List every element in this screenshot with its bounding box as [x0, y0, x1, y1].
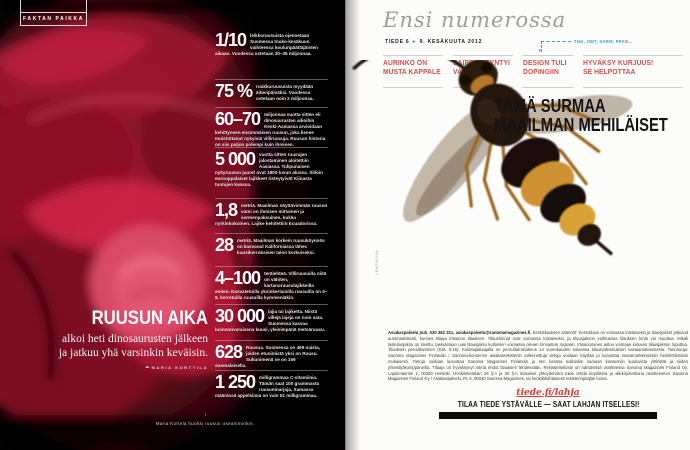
teaser-item: DESIGN TULI DOPINGIIN [523, 55, 573, 88]
headline-line2: MAAILMAN MEHILÄISET [494, 114, 668, 135]
hornet-photo [352, 60, 633, 256]
stat-divider [215, 107, 328, 108]
stat-number: 4–100 [215, 268, 261, 288]
stat-divider [215, 304, 328, 305]
stat-number: 1 250 [215, 372, 256, 392]
rose-photo [0, 0, 345, 450]
teaser-item: AURINKO ON MUSTA KAPPALE [383, 55, 443, 88]
stat-number: 28 [215, 235, 234, 255]
fine-print-lead: Asiakaspalvelu puh. 030 362 321, asiakas… [388, 330, 532, 335]
feature-title-block: RUUSUN AIKA alkoi heti dinosaurusten jäl… [40, 308, 208, 371]
stat-item: 5 000 vuotta sitten ruusujen jalostamine… [215, 147, 328, 188]
stat-desc: lajia tai lajiketta. Niistä villejä laje… [215, 309, 326, 333]
left-page: FAKTAN PAIKKA 1/10 leikkoruusuista ojenn… [0, 0, 345, 450]
stat-item: 28 metriä. Maailman korkein ruusuköynnös… [215, 233, 328, 256]
stat-desc: terälehteä. Villiruusuilla niitä on vähi… [215, 271, 328, 301]
teaser-line: DESIGN TULI [523, 58, 567, 67]
stat-divider [215, 370, 328, 371]
stat-number: 60–70 [215, 109, 261, 129]
subtitle-line2: ja jatkuu yhä varsinkin keväisin. [58, 346, 208, 359]
stat-desc: ruukkuruusuista myydään äitienpäiväksi. … [256, 84, 314, 102]
stat-divider [215, 233, 328, 234]
stat-number: 1,8 [215, 200, 238, 220]
subscription-fine-print: Asiakaspalvelu puh. 030 362 321, asiakas… [388, 330, 688, 382]
teaser-line: DOPINGIIN [523, 66, 559, 76]
stat-item: 1 250 milligrammaa C-vitamiinia. Tämän s… [215, 370, 328, 399]
stat-number: 30 000 [215, 306, 265, 326]
stat-number: 1/10 [215, 30, 247, 50]
stat-divider [215, 266, 328, 267]
kicker-rule-left [20, 0, 21, 12]
pen-icon: ✒ [145, 365, 150, 372]
footer-black-bar [439, 412, 657, 419]
section-script-title: Ensi numerossa [383, 8, 567, 32]
stat-desc: milligrammaa C-vitamiinia. Tämän saat 10… [215, 375, 320, 399]
annotation-arrow-icon: ▾ [538, 48, 542, 54]
fine-print-body: Kestotilauksen säännöt: Kestotilaus on v… [388, 330, 689, 382]
stat-item: 1/10 leikkoruusuista ojennetaan Suomessa… [215, 30, 328, 57]
stat-desc: Ruusua. Suomessa on 469 naista, joiden e… [215, 345, 321, 369]
kicker-label: FAKTAN PAIKKA [23, 16, 84, 22]
stat-desc: miljoonaa vuotta sitten eli dinosauruste… [215, 112, 326, 148]
teaser-line: SE HELPOTTAA [583, 66, 636, 76]
stat-item: 1,8 metriä. Maailman näyttävimmän ruusun… [215, 198, 328, 227]
stat-item: 60–70 miljoonaa vuotta sitten eli dinosa… [215, 107, 328, 148]
brand-label: TIEDE 6 [385, 39, 410, 45]
down-arrow-icon: ↓ [204, 412, 207, 418]
date-label: 9. KESÄKUUTA 2012 [419, 39, 483, 45]
byline-name: MARIA KURTTILA [151, 365, 208, 371]
stat-divider [215, 340, 328, 341]
page-title: RUUSUN AIKA [91, 308, 208, 329]
stat-number: 628 [215, 342, 243, 362]
stat-desc: metriä. Maailman korkein ruusuköynnös on… [237, 238, 325, 256]
subscription-footer: tiede.fi/lahja TILAA TIEDE YSTÄVÄLLE — S… [438, 388, 658, 419]
stat-desc: leikkoruusuista ojennetaan Suomessa touk… [215, 33, 318, 57]
stat-number: 75 % [215, 81, 253, 101]
main-headline: TÄMÄ SURMAA MAAILMAN MEHILÄISET [494, 97, 668, 135]
photo-caption: Maria Kortela huolisi ruusun useamminkin… [155, 421, 255, 426]
stats-column: 1/10 leikkoruusuista ojennetaan Suomessa… [215, 0, 328, 450]
dateline: TIEDE 6 ► 9. KESÄKUUTA 2012 [385, 39, 482, 45]
footer-url: tiede.fi/lahja [516, 388, 580, 398]
kicker-box: FAKTAN PAIKKA [20, 12, 87, 26]
margin-annotation: THG, OMT, SARM, PPAR... [538, 39, 633, 44]
byline: ✒ MARIA KURTTILA [40, 365, 208, 371]
stat-item: 75 % ruukkuruusuista myydään äitienpäivä… [215, 79, 328, 102]
footer-cta: TILAA TIEDE YSTÄVÄLLE — SAAT LAHJAN ITSE… [457, 400, 640, 409]
stat-item: 628 Ruusua. Suomessa on 469 naista, joid… [215, 340, 328, 369]
teaser-line: AURINKO ON [383, 58, 428, 67]
kicker-rule-right [86, 0, 87, 12]
right-arrow-icon: ► [411, 39, 418, 45]
annotation-dash-vertical [541, 41, 542, 52]
headline-line1: TÄMÄ SURMAA [494, 96, 606, 116]
subtitle-line1: alkoi heti dinosaurusten jälkeen [62, 333, 208, 345]
teaser-line: HYVÄKSY KURJUUS! [583, 58, 654, 67]
stat-item: 4–100 terälehteä. Villiruusuilla niitä o… [215, 266, 328, 301]
annotation-text: THG, OMT, SARM, PPAR... [574, 39, 633, 44]
stat-divider [215, 79, 328, 80]
annotation-dash-horizontal [541, 41, 571, 42]
stat-item: 30 000 lajia tai lajiketta. Niistä ville… [215, 304, 328, 333]
teaser-line: MUSTA KAPPALE [383, 66, 441, 76]
right-page: Ensi numerossa TIEDE 6 ► 9. KESÄKUUTA 20… [345, 0, 690, 450]
stat-number: 5 000 [215, 149, 256, 169]
stat-desc: vuotta sitten ruusujen jalostaminen aloi… [215, 152, 323, 188]
stat-divider [215, 147, 328, 148]
stat-divider [215, 198, 328, 199]
stat-desc: metriä. Maailman näyttävimmän ruusun var… [215, 203, 328, 227]
teaser-item: HYVÄKSY KURJUUS! SE HELPOTTAA [583, 55, 683, 88]
